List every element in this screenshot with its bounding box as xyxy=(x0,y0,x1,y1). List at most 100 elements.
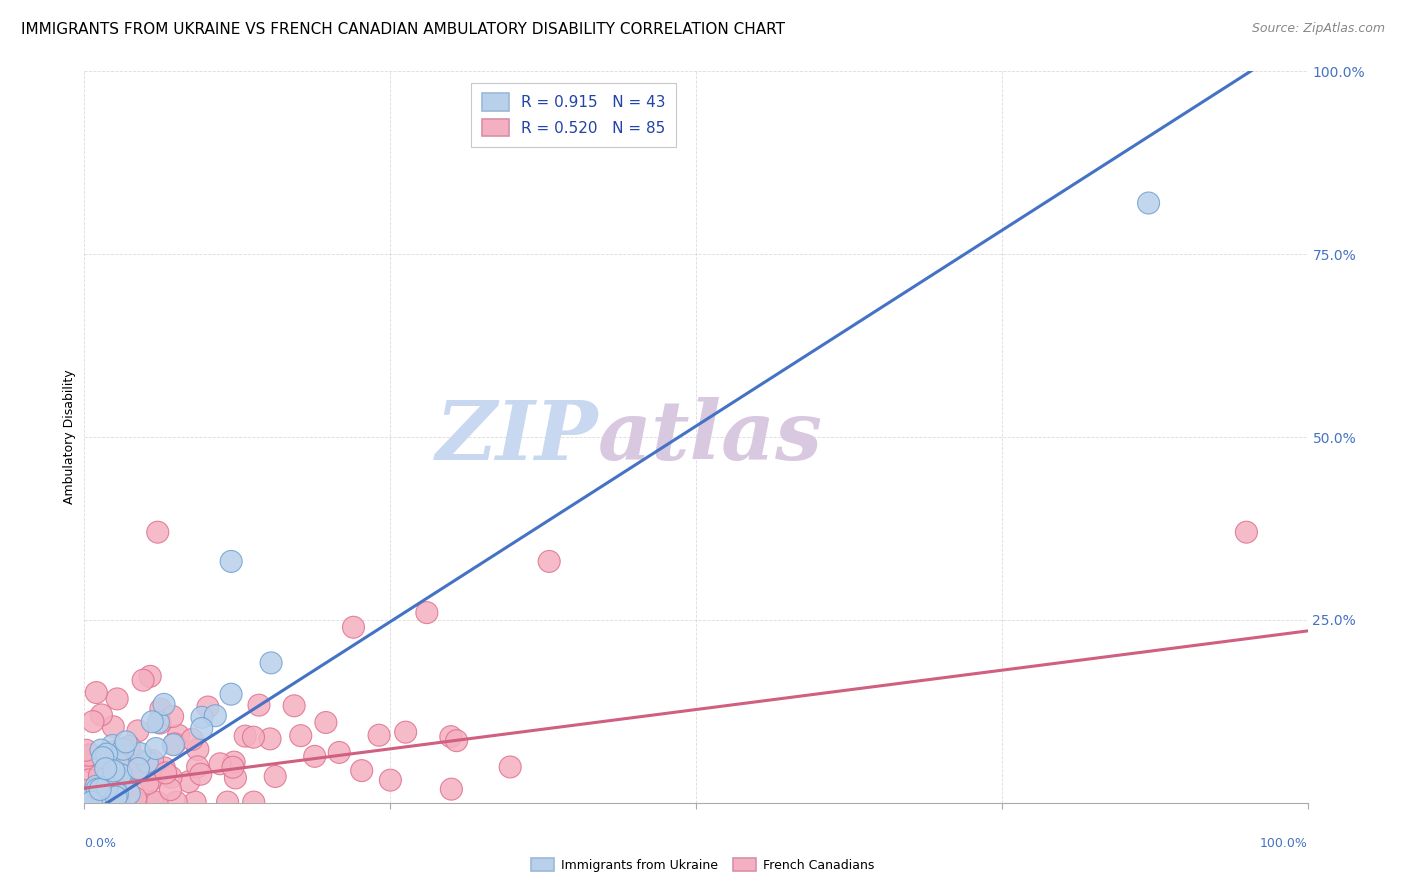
Ellipse shape xyxy=(1137,192,1160,214)
Ellipse shape xyxy=(191,717,212,739)
Ellipse shape xyxy=(105,688,128,710)
Ellipse shape xyxy=(89,764,111,787)
Ellipse shape xyxy=(127,749,149,771)
Text: ZIP: ZIP xyxy=(436,397,598,477)
Ellipse shape xyxy=(221,683,242,706)
Ellipse shape xyxy=(100,791,122,813)
Ellipse shape xyxy=(165,791,187,813)
Ellipse shape xyxy=(94,757,117,780)
Ellipse shape xyxy=(368,724,389,747)
Ellipse shape xyxy=(247,694,270,716)
Ellipse shape xyxy=(77,780,98,801)
Ellipse shape xyxy=(118,735,141,757)
Ellipse shape xyxy=(243,791,264,813)
Ellipse shape xyxy=(148,711,170,733)
Ellipse shape xyxy=(446,730,468,752)
Ellipse shape xyxy=(91,773,112,796)
Ellipse shape xyxy=(127,758,149,780)
Ellipse shape xyxy=(96,743,118,765)
Ellipse shape xyxy=(93,791,115,813)
Text: Source: ZipAtlas.com: Source: ZipAtlas.com xyxy=(1251,22,1385,36)
Ellipse shape xyxy=(380,769,401,791)
Ellipse shape xyxy=(264,765,287,788)
Ellipse shape xyxy=(86,778,108,800)
Ellipse shape xyxy=(499,756,522,778)
Ellipse shape xyxy=(77,791,98,813)
Ellipse shape xyxy=(105,786,127,808)
Ellipse shape xyxy=(77,769,100,791)
Ellipse shape xyxy=(155,762,177,784)
Y-axis label: Ambulatory Disability: Ambulatory Disability xyxy=(63,370,76,504)
Ellipse shape xyxy=(146,521,169,543)
Ellipse shape xyxy=(142,749,163,772)
Ellipse shape xyxy=(163,733,186,755)
Ellipse shape xyxy=(290,724,312,747)
Ellipse shape xyxy=(145,738,167,759)
Ellipse shape xyxy=(1236,521,1257,543)
Ellipse shape xyxy=(159,779,181,800)
Ellipse shape xyxy=(235,725,256,747)
Ellipse shape xyxy=(224,751,245,773)
Ellipse shape xyxy=(242,726,264,748)
Ellipse shape xyxy=(108,752,131,774)
Ellipse shape xyxy=(146,791,169,813)
Ellipse shape xyxy=(121,758,142,780)
Text: 0.0%: 0.0% xyxy=(84,837,117,850)
Ellipse shape xyxy=(89,779,111,800)
Ellipse shape xyxy=(136,772,159,794)
Ellipse shape xyxy=(80,751,103,773)
Text: 100.0%: 100.0% xyxy=(1260,837,1308,850)
Ellipse shape xyxy=(82,711,104,732)
Ellipse shape xyxy=(107,791,129,813)
Ellipse shape xyxy=(79,744,101,765)
Ellipse shape xyxy=(304,746,326,767)
Ellipse shape xyxy=(162,706,184,728)
Ellipse shape xyxy=(77,745,100,766)
Ellipse shape xyxy=(225,767,246,789)
Ellipse shape xyxy=(538,550,560,573)
Ellipse shape xyxy=(77,791,100,813)
Ellipse shape xyxy=(96,783,118,805)
Ellipse shape xyxy=(82,748,104,771)
Ellipse shape xyxy=(221,550,242,573)
Ellipse shape xyxy=(187,739,209,761)
Ellipse shape xyxy=(283,695,305,717)
Ellipse shape xyxy=(204,705,226,727)
Ellipse shape xyxy=(129,742,150,764)
Ellipse shape xyxy=(91,747,114,769)
Ellipse shape xyxy=(160,766,181,789)
Ellipse shape xyxy=(142,791,165,813)
Ellipse shape xyxy=(86,791,107,813)
Ellipse shape xyxy=(141,711,163,732)
Legend: Immigrants from Ukraine, French Canadians: Immigrants from Ukraine, French Canadian… xyxy=(526,854,880,877)
Ellipse shape xyxy=(86,681,107,704)
Ellipse shape xyxy=(90,739,112,761)
Ellipse shape xyxy=(103,760,125,782)
Ellipse shape xyxy=(132,669,155,691)
Ellipse shape xyxy=(110,773,132,796)
Ellipse shape xyxy=(89,791,111,813)
Text: atlas: atlas xyxy=(598,397,824,477)
Ellipse shape xyxy=(350,760,373,781)
Ellipse shape xyxy=(187,756,208,778)
Ellipse shape xyxy=(328,741,350,764)
Ellipse shape xyxy=(115,791,138,813)
Ellipse shape xyxy=(125,788,146,809)
Ellipse shape xyxy=(103,762,125,783)
Ellipse shape xyxy=(150,698,172,720)
Ellipse shape xyxy=(190,764,212,785)
Ellipse shape xyxy=(197,696,219,718)
Ellipse shape xyxy=(97,764,120,787)
Ellipse shape xyxy=(80,791,103,813)
Ellipse shape xyxy=(127,720,149,742)
Ellipse shape xyxy=(184,791,207,813)
Ellipse shape xyxy=(120,754,142,776)
Ellipse shape xyxy=(209,753,231,775)
Ellipse shape xyxy=(191,706,212,728)
Ellipse shape xyxy=(153,693,174,715)
Ellipse shape xyxy=(139,665,162,688)
Ellipse shape xyxy=(162,734,184,756)
Ellipse shape xyxy=(395,722,416,743)
Ellipse shape xyxy=(75,739,97,761)
Ellipse shape xyxy=(167,724,190,747)
